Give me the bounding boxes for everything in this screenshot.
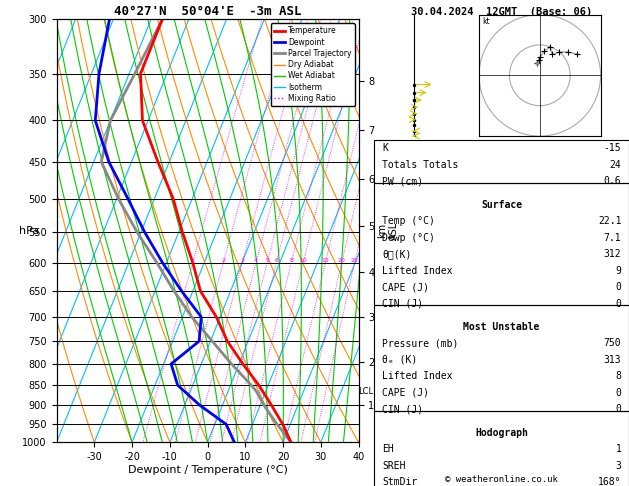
Text: 9: 9 (616, 266, 621, 276)
Text: 168°: 168° (598, 477, 621, 486)
Text: 0: 0 (616, 388, 621, 398)
Text: 1: 1 (616, 444, 621, 454)
Text: 25: 25 (351, 258, 359, 263)
Text: 8: 8 (289, 258, 293, 263)
Text: θₑ (K): θₑ (K) (382, 355, 417, 365)
Text: 2: 2 (221, 258, 225, 263)
Text: Lifted Index: Lifted Index (382, 266, 452, 276)
Y-axis label: km
ASL: km ASL (377, 222, 399, 240)
Text: LCL: LCL (359, 387, 374, 396)
Text: 3: 3 (240, 258, 244, 263)
Text: CAPE (J): CAPE (J) (382, 282, 429, 292)
Text: 0: 0 (616, 282, 621, 292)
Text: 8: 8 (616, 371, 621, 382)
Text: 313: 313 (604, 355, 621, 365)
Title: 40°27'N  50°04'E  -3m ASL: 40°27'N 50°04'E -3m ASL (114, 5, 301, 18)
Text: hPa: hPa (19, 226, 40, 236)
Text: Pressure (mb): Pressure (mb) (382, 338, 459, 348)
X-axis label: Dewpoint / Temperature (°C): Dewpoint / Temperature (°C) (128, 465, 287, 475)
Text: θᴇ(K): θᴇ(K) (382, 249, 411, 259)
Text: -15: -15 (604, 143, 621, 154)
Text: 0: 0 (616, 299, 621, 309)
Text: Dewp (°C): Dewp (°C) (382, 233, 435, 243)
Text: 30.04.2024  12GMT  (Base: 06): 30.04.2024 12GMT (Base: 06) (411, 7, 593, 17)
Text: 0.6: 0.6 (604, 176, 621, 187)
Text: 6: 6 (274, 258, 278, 263)
Text: EH: EH (382, 444, 394, 454)
Text: K: K (382, 143, 387, 154)
Text: 1: 1 (191, 258, 194, 263)
Text: Totals Totals: Totals Totals (382, 160, 459, 170)
Text: 4: 4 (254, 258, 258, 263)
Legend: Temperature, Dewpoint, Parcel Trajectory, Dry Adiabat, Wet Adiabat, Isotherm, Mi: Temperature, Dewpoint, Parcel Trajectory… (270, 23, 355, 106)
Text: CIN (J): CIN (J) (382, 404, 423, 415)
Text: 7.1: 7.1 (604, 233, 621, 243)
Text: StmDir: StmDir (382, 477, 417, 486)
Text: 0: 0 (616, 404, 621, 415)
Text: CAPE (J): CAPE (J) (382, 388, 429, 398)
Text: © weatheronline.co.uk: © weatheronline.co.uk (445, 474, 558, 484)
Text: Temp (°C): Temp (°C) (382, 216, 435, 226)
Text: Hodograph: Hodograph (475, 428, 528, 437)
Text: 3: 3 (616, 461, 621, 470)
Text: SREH: SREH (382, 461, 406, 470)
Text: 15: 15 (321, 258, 329, 263)
Text: 20: 20 (338, 258, 345, 263)
Text: CIN (J): CIN (J) (382, 299, 423, 309)
Text: PW (cm): PW (cm) (382, 176, 423, 187)
Text: 24: 24 (610, 160, 621, 170)
Text: 312: 312 (604, 249, 621, 259)
Text: Surface: Surface (481, 200, 522, 209)
Text: 22.1: 22.1 (598, 216, 621, 226)
Text: Lifted Index: Lifted Index (382, 371, 452, 382)
Text: 750: 750 (604, 338, 621, 348)
Text: 10: 10 (299, 258, 307, 263)
Text: Most Unstable: Most Unstable (464, 322, 540, 332)
Text: 5: 5 (265, 258, 269, 263)
